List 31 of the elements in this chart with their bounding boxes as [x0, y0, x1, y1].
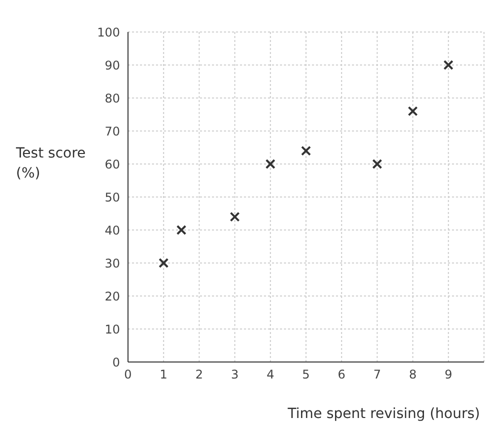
x-axis-title: Time spent revising (hours) [286, 406, 480, 422]
x-tick-label: 0 [124, 368, 132, 382]
point [301, 146, 311, 156]
y-tick-label: 30 [104, 256, 120, 270]
y-tick-label: 20 [104, 289, 120, 304]
y-tick-label: 100 [97, 25, 120, 40]
y-tick-label: 90 [104, 58, 120, 72]
x-tick-label: 5 [302, 368, 310, 382]
x-tick-label: 1 [160, 368, 168, 382]
x-tick-label: 2 [195, 368, 204, 382]
point [158, 258, 169, 268]
point [408, 106, 418, 116]
y-tick-label: 10 [104, 322, 120, 336]
y-axis-title: Test score (%) [15, 145, 86, 182]
point [372, 159, 382, 169]
y-tick-label: 70 [104, 124, 120, 138]
x-tick-label: 9 [444, 368, 452, 382]
y-tick-label: 60 [104, 157, 120, 172]
point [176, 225, 186, 235]
y-tick-label: 40 [104, 223, 120, 238]
x-tick-label: 6 [338, 368, 346, 382]
x-tick-label: 4 [266, 368, 274, 382]
y-tick-label: 80 [104, 91, 120, 106]
x-tick-label: 8 [408, 368, 417, 382]
x-tick-label: 7 [373, 368, 382, 382]
x-tick-label: 3 [230, 368, 239, 382]
point [230, 212, 240, 222]
y-tick-label: 0 [112, 355, 120, 370]
y-tick-label: 50 [104, 190, 120, 204]
point [443, 60, 454, 70]
point [265, 159, 276, 169]
